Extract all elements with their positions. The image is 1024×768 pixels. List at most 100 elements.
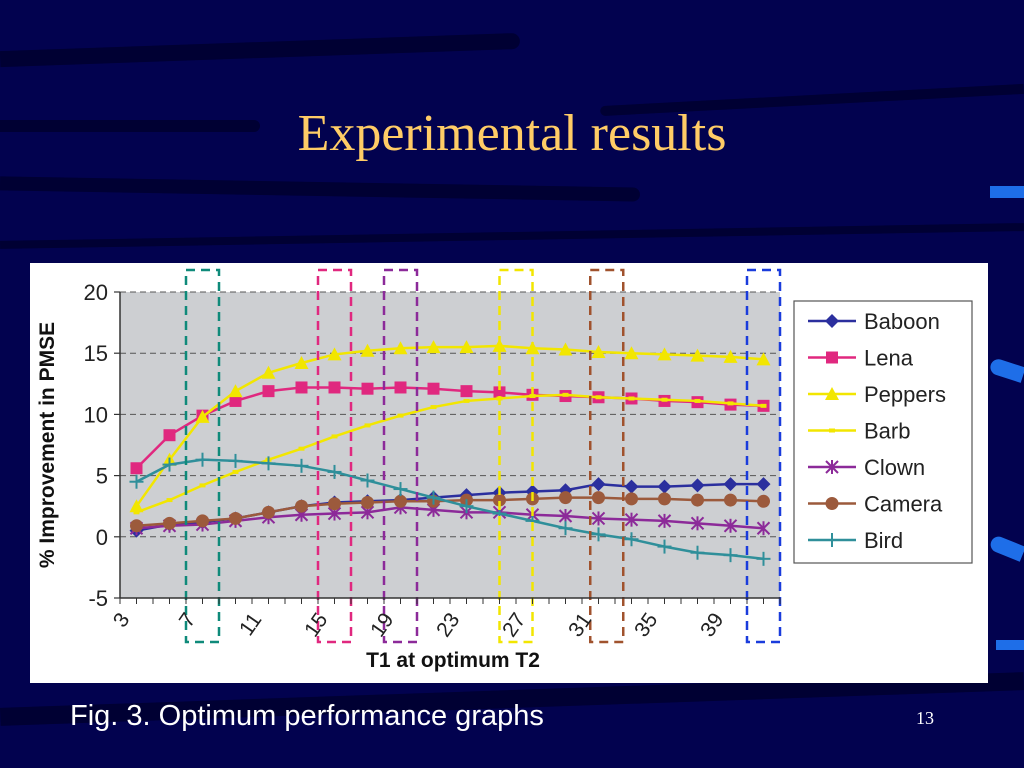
data-point [460,385,473,398]
x-tick-label: 35 [630,609,662,641]
x-tick-label: 23 [432,609,464,641]
data-point [163,429,176,442]
data-point [694,398,701,403]
data-point [427,382,440,395]
data-point [727,401,734,406]
data-point [393,482,408,497]
data-point [394,381,407,394]
legend-item: Barb [808,419,910,444]
highlight-box [745,268,782,644]
data-point [756,551,771,566]
data-point [327,464,342,479]
data-point [657,539,672,554]
x-tick-label: 11 [235,609,266,640]
data-point [657,347,672,361]
data-point [690,516,705,531]
data-point [199,483,206,488]
legend-box [793,300,973,564]
line-chart: -5 0 5 10 15 20 3 7 11 15 19 23 27 31 35 39 % Improveme… [36,268,973,672]
data-point [826,351,838,364]
x-tick-label: 27 [498,609,530,641]
data-point [558,342,573,356]
data-point [364,423,371,428]
data-point [723,349,738,363]
data-point [295,499,308,513]
legend-item: Lena [808,346,914,371]
data-point [628,396,635,401]
series-line [135,344,764,507]
data-point [459,340,474,354]
data-point [195,409,210,423]
background-stripe [0,120,260,132]
data-point [426,340,441,354]
data-point [829,428,835,433]
background-stripe [0,32,521,68]
y-tick-label: -5 [88,586,108,611]
data-point [562,392,569,397]
highlight-box [589,268,625,644]
data-point [262,385,275,398]
data-point [595,395,602,400]
data-point [825,533,839,547]
legend-item: Baboon [808,309,940,334]
data-point [196,514,209,528]
x-axis-label: T1 at optimum T2 [366,649,540,672]
data-point [360,343,375,357]
legend-label: Clown [864,455,925,480]
highlight-box [382,268,419,644]
data-point [624,532,639,547]
data-point [757,494,770,508]
data-point [331,434,338,439]
data-point [130,519,143,533]
data-point [327,347,342,361]
legend-label: Camera [864,492,943,517]
data-point [592,491,605,505]
data-point [492,338,507,352]
y-tick-label: 20 [84,280,108,305]
data-point [661,397,668,402]
data-point [723,548,738,563]
data-point [591,527,606,542]
data-point [133,510,140,515]
data-point [558,521,573,536]
data-point [691,493,704,507]
accent-bar [988,534,1024,562]
y-tick-label: 10 [84,402,108,427]
figure-caption: Fig. 3. Optimum performance graphs [70,700,544,732]
legend-item: Clown [808,455,925,480]
data-point [825,460,839,474]
data-point [195,452,210,467]
data-point [228,384,243,398]
x-tick-label: 15 [300,609,332,641]
data-point [394,494,407,508]
data-point [724,493,737,507]
data-point [825,387,839,400]
data-point [625,492,638,506]
data-point [624,346,639,360]
x-tick-label: 7 [175,609,201,632]
legend-label: Bird [864,528,903,553]
data-point [624,479,639,494]
data-point [229,511,242,525]
data-point [229,394,242,407]
highlight-box [498,268,534,644]
highlight-boxes [184,268,782,644]
data-point [463,398,470,403]
data-point [723,477,738,492]
data-point [397,413,404,418]
x-tick-label: 3 [109,609,135,632]
series-layer [129,338,771,566]
data-point [328,497,341,511]
data-point [591,344,606,358]
x-tick-label: 19 [366,609,398,641]
legend-item: Peppers [808,382,946,407]
data-point [361,496,374,510]
data-point [361,382,374,395]
y-tick-label: 15 [84,341,108,366]
data-point [162,457,177,472]
background-stripe [0,223,1024,249]
highlight-box [184,268,221,644]
legend-label: Peppers [864,382,946,407]
data-point [591,477,606,492]
data-point [228,453,243,468]
